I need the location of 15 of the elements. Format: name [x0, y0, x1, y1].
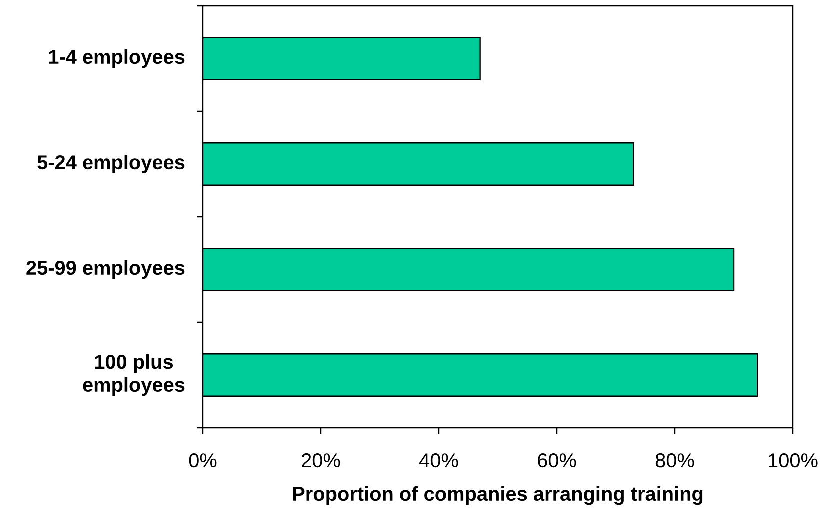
x-tick-label: 20%	[302, 454, 340, 468]
bar	[203, 354, 758, 397]
x-axis-title: Proportion of companies arranging training	[293, 486, 703, 506]
bar	[203, 248, 735, 292]
y-tick-label: 5-24 employees	[38, 154, 185, 174]
bar	[203, 142, 634, 186]
x-tick-label: 100%	[769, 454, 818, 468]
y-tick-label: 1-4 employees	[49, 49, 185, 68]
bar	[203, 37, 481, 80]
x-tick-label: 40%	[420, 454, 458, 468]
y-tick-label: 100 plus employees	[83, 354, 185, 396]
x-tick-label: 0%	[189, 454, 217, 468]
x-tick-label: 60%	[538, 454, 576, 468]
y-tick-label: 25-99 employees	[26, 260, 185, 280]
x-tick-label: 80%	[656, 454, 694, 468]
